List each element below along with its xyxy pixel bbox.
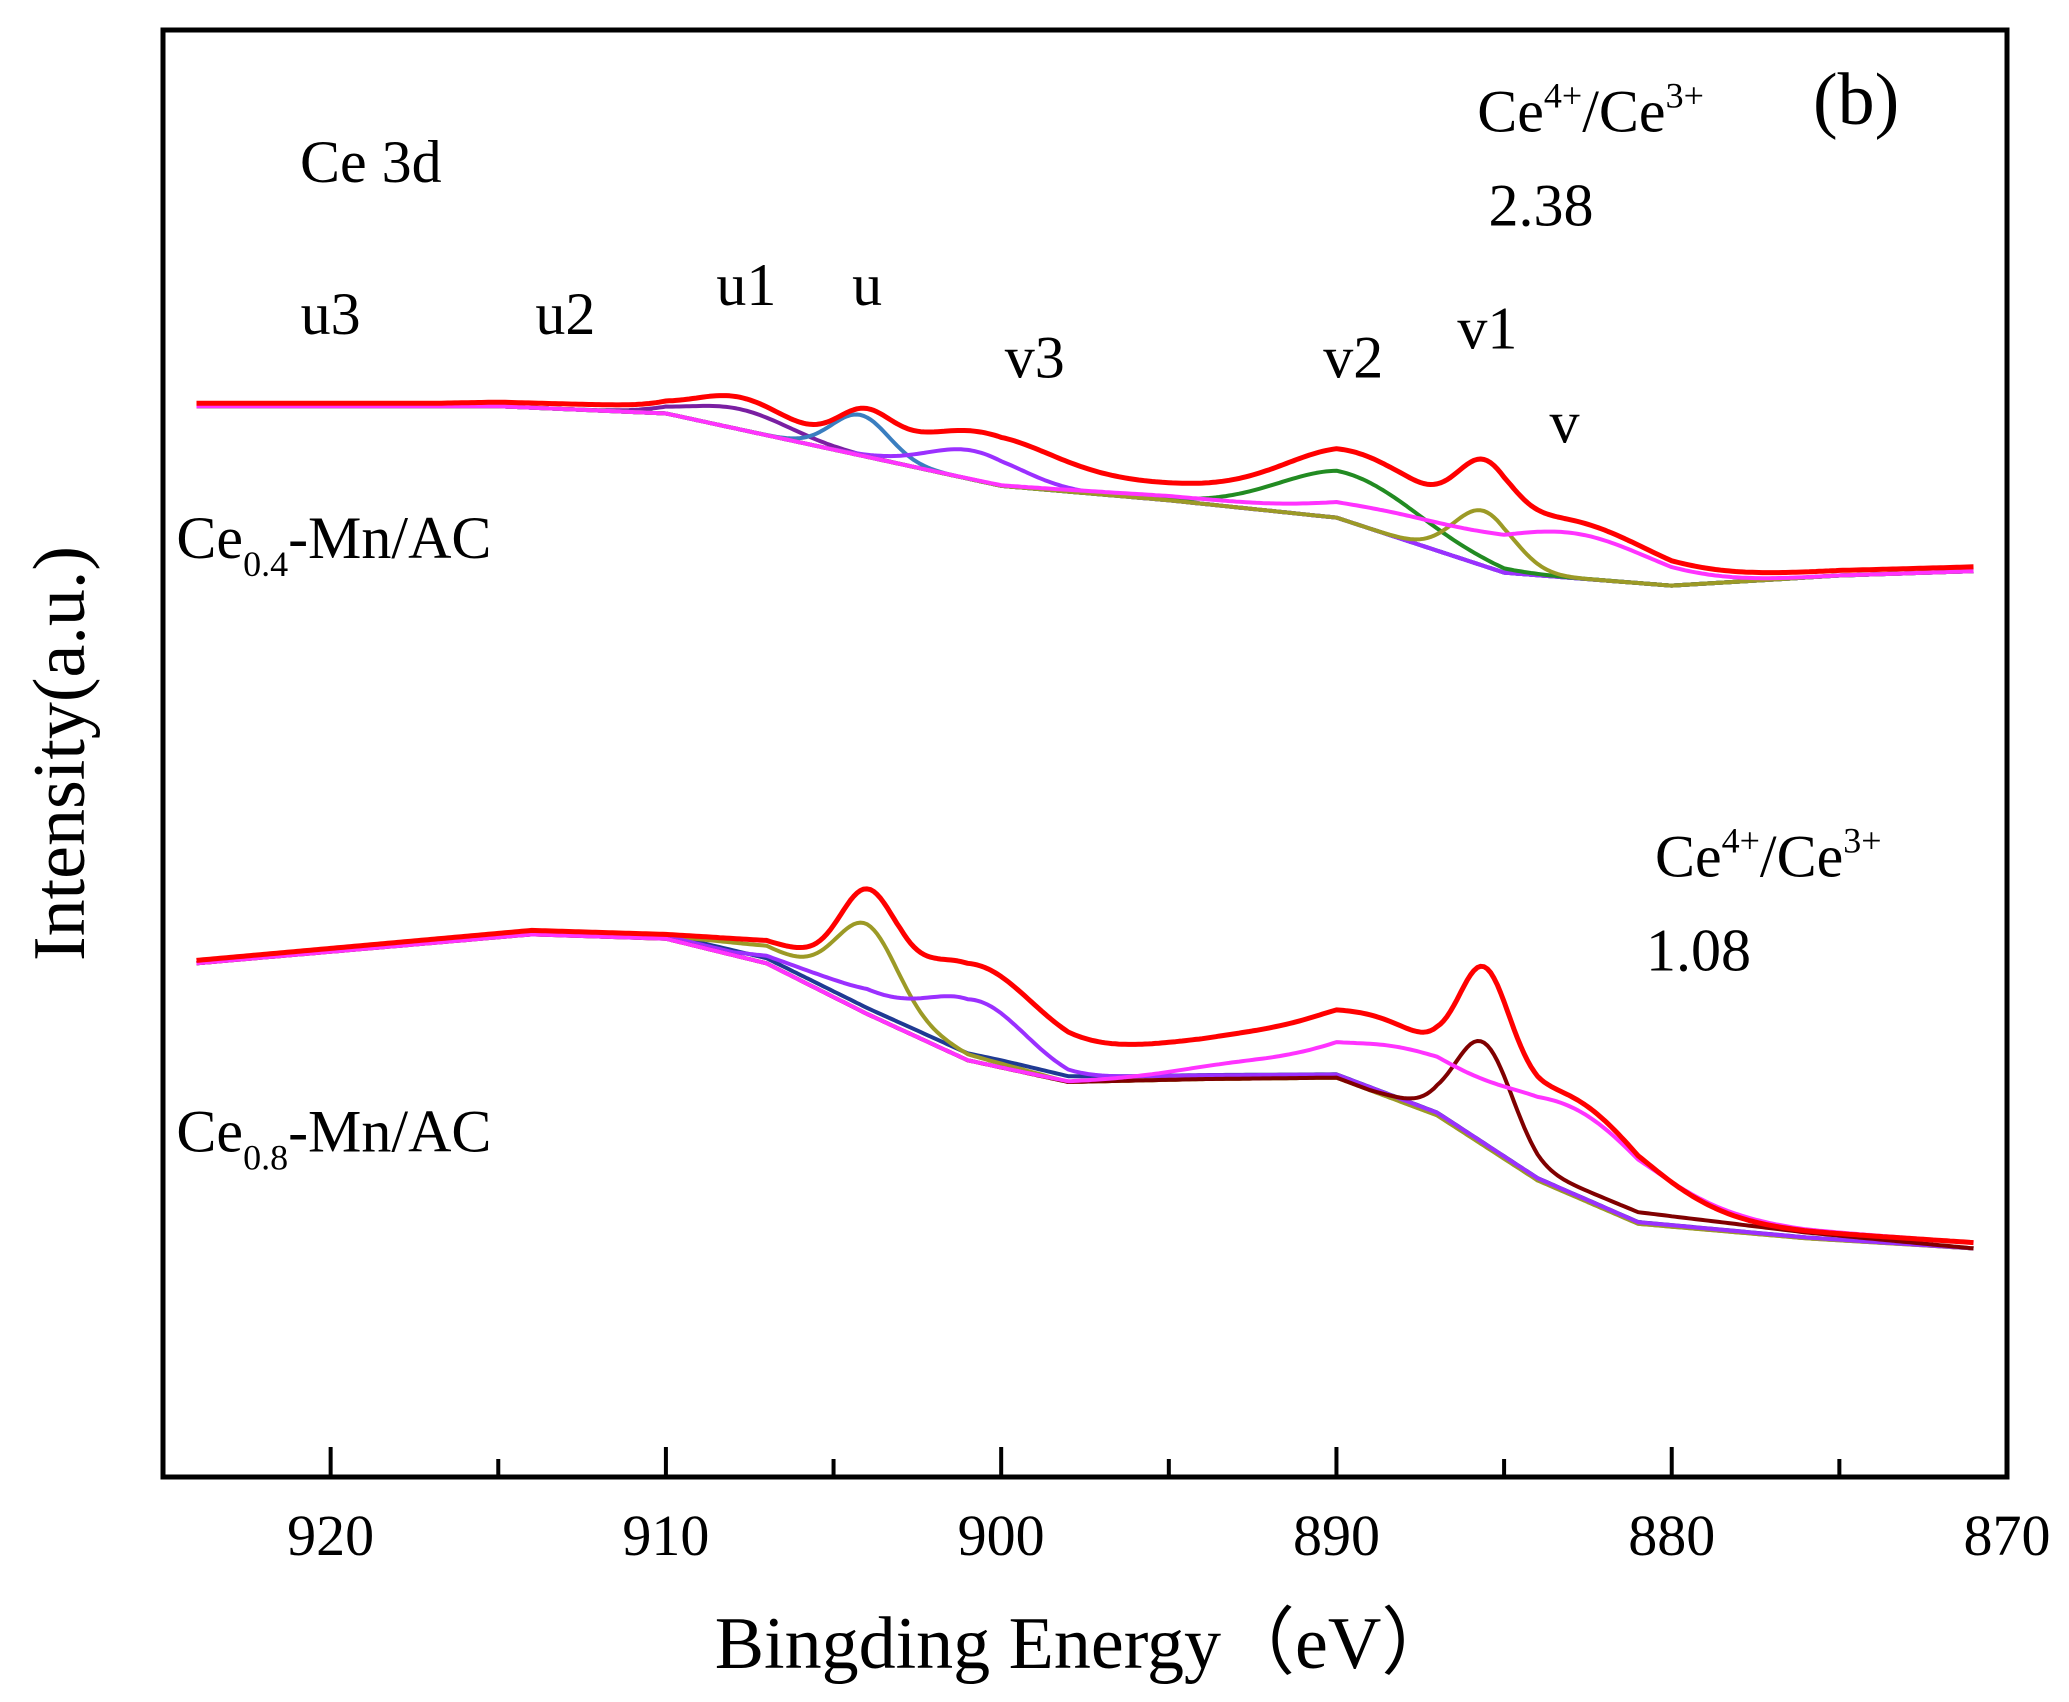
sample-label: Ce0.8-Mn/AC bbox=[176, 1098, 491, 1177]
ratio-mid: /Ce bbox=[1582, 78, 1665, 144]
sample-label-rest: -Mn/AC bbox=[288, 1098, 491, 1164]
curves-layer bbox=[196, 393, 1974, 1251]
panel-label: (b) bbox=[1813, 59, 1899, 141]
plot-frame bbox=[160, 27, 2010, 1480]
x-tick-label: 890 bbox=[1293, 1503, 1380, 1568]
ratio-prefix: Ce bbox=[1477, 78, 1544, 144]
series-line-ce04-envelope bbox=[196, 393, 1974, 576]
ratio-sup-2: 3+ bbox=[1843, 820, 1881, 860]
ratio-label: Ce4+/Ce3+ bbox=[1477, 75, 1704, 144]
chart-title: Ce 3d bbox=[300, 129, 442, 195]
annotations-layer: u3 u2 u1 uv3 v2 v1vCe0.4-Mn/ACCe4+/Ce3+2.38Ce… bbox=[176, 75, 1881, 1177]
peak-label-u1: u1 bbox=[716, 252, 776, 318]
ratio-sup-1: 4+ bbox=[1722, 820, 1760, 860]
sample-label-main: Ce bbox=[176, 1098, 243, 1164]
sample-label-rest: -Mn/AC bbox=[288, 505, 491, 571]
x-tick-label: 880 bbox=[1628, 1503, 1715, 1568]
x-tick-label: 910 bbox=[622, 1503, 709, 1568]
ratio-value: 1.08 bbox=[1646, 918, 1751, 984]
ratio-sup-1: 4+ bbox=[1544, 75, 1582, 115]
series-line-ce08-envelope bbox=[196, 886, 1974, 1246]
x-tick-label: 870 bbox=[1964, 1503, 2051, 1568]
sample-label: Ce0.4-Mn/AC bbox=[176, 505, 491, 584]
ratio-label: Ce4+/Ce3+ bbox=[1655, 820, 1882, 889]
x-axis-ticks: 920 910 900 890 880 870 bbox=[287, 1447, 2051, 1568]
peak-label-u2: u2 bbox=[535, 281, 595, 347]
sample-label-subscript: 0.4 bbox=[243, 544, 288, 584]
peak-label-v: v bbox=[1549, 389, 1579, 455]
y-axis-title: Intensity(a.u.) bbox=[19, 546, 101, 961]
peak-label-u3: u3 bbox=[301, 281, 361, 347]
sample-label-subscript: 0.8 bbox=[243, 1137, 288, 1177]
ratio-prefix: Ce bbox=[1655, 823, 1722, 889]
peak-label-v1: v1 bbox=[1457, 295, 1517, 361]
sample-label-main: Ce bbox=[176, 505, 243, 571]
x-tick-label: 900 bbox=[958, 1503, 1045, 1568]
x-tick-label: 920 bbox=[287, 1503, 374, 1568]
ratio-value: 2.38 bbox=[1488, 172, 1593, 238]
x-axis-title: Bingding Energy（eV） bbox=[715, 1603, 1456, 1685]
peak-label-u: u bbox=[852, 252, 882, 318]
peak-label-v2: v2 bbox=[1323, 324, 1383, 390]
series-line-ce04-v-component bbox=[196, 404, 1974, 581]
peak-label-v3: v3 bbox=[1005, 324, 1065, 390]
ratio-mid: /Ce bbox=[1760, 823, 1843, 889]
ratio-sup-2: 3+ bbox=[1666, 75, 1704, 115]
